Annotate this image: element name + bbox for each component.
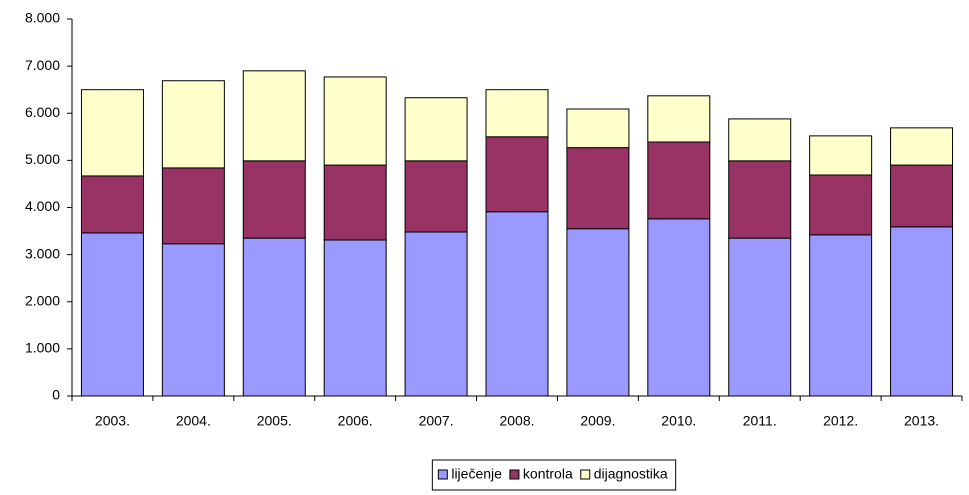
- bar-segment: [80, 175, 144, 234]
- bar-segment: [323, 164, 387, 241]
- legend-label: kontrola: [523, 466, 573, 482]
- bar-segment: [566, 228, 630, 397]
- bar-segment: [161, 80, 225, 169]
- x-tick-label: 2012.: [823, 413, 858, 429]
- y-tick-label: 8.000: [25, 10, 60, 26]
- bar-segment: [242, 237, 306, 397]
- bar-segment: [647, 95, 711, 143]
- bar-segment: [647, 218, 711, 397]
- bar-segment: [161, 167, 225, 245]
- y-tick-label: 1.000: [25, 340, 60, 356]
- bar-segment: [809, 234, 873, 397]
- bar-segment: [323, 76, 387, 166]
- x-tick-label: 2013.: [904, 413, 939, 429]
- legend-swatch: [580, 469, 591, 480]
- legend-swatch: [437, 469, 448, 480]
- x-tick-label: 2007.: [419, 413, 454, 429]
- y-tick-label: 4.000: [25, 198, 60, 214]
- y-tick-label: 5.000: [25, 151, 60, 167]
- bar-segment: [566, 147, 630, 230]
- bar-segment: [728, 160, 792, 239]
- bar-segment: [647, 141, 711, 220]
- bar-segment: [728, 237, 792, 397]
- bar-segment: [485, 136, 549, 213]
- bar-segment: [728, 118, 792, 162]
- x-tick-label: 2009.: [580, 413, 615, 429]
- y-tick-label: 3.000: [25, 245, 60, 261]
- x-tick-label: 2004.: [176, 413, 211, 429]
- bar-segment: [80, 89, 144, 177]
- bar-segment: [485, 89, 549, 138]
- bar-segment: [566, 108, 630, 149]
- y-tick-label: 0: [52, 387, 60, 403]
- bar-segment: [404, 231, 468, 397]
- legend-swatch: [509, 469, 520, 480]
- legend-label: dijagnostika: [594, 466, 668, 482]
- x-tick-label: 2005.: [257, 413, 292, 429]
- y-tick-label: 2.000: [25, 292, 60, 308]
- bar-segment: [404, 97, 468, 162]
- y-tick-label: 6.000: [25, 104, 60, 120]
- x-tick-label: 2006.: [338, 413, 373, 429]
- legend-label: liječenje: [451, 466, 502, 482]
- y-tick-label: 7.000: [25, 57, 60, 73]
- bar-segment: [242, 160, 306, 239]
- bar-segment: [890, 127, 954, 166]
- bar-segment: [485, 211, 549, 397]
- bar-segment: [242, 70, 306, 162]
- x-tick-label: 2011.: [743, 413, 777, 429]
- x-tick-label: 2010.: [661, 413, 696, 429]
- bar-segment: [404, 160, 468, 233]
- bar-segment: [809, 135, 873, 176]
- bar-segment: [809, 174, 873, 236]
- x-tick-label: 2008.: [499, 413, 534, 429]
- bar-segment: [80, 232, 144, 397]
- legend: [431, 459, 677, 491]
- bar-segment: [890, 164, 954, 228]
- bar-segment: [323, 239, 387, 397]
- bar-segment: [161, 243, 225, 397]
- bar-segment: [890, 226, 954, 397]
- x-tick-label: 2003.: [95, 413, 130, 429]
